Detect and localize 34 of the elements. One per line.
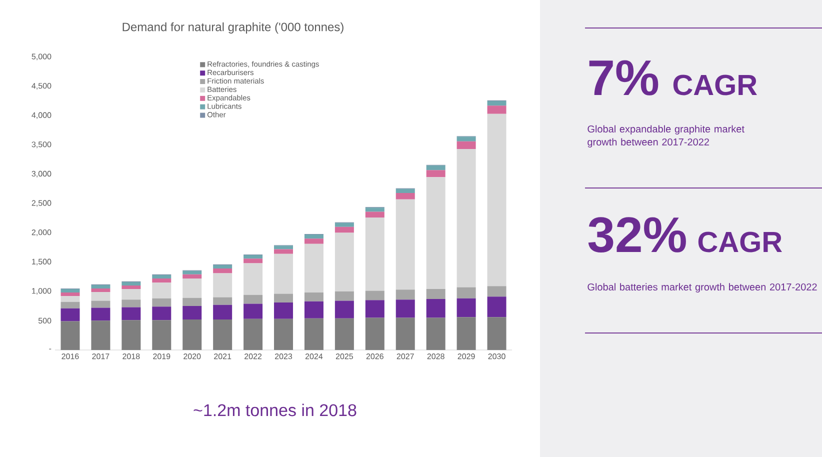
x-tick-label: 2025 (336, 354, 353, 360)
x-tick-label: 2018 (122, 354, 140, 360)
y-tick-label: 5,000 (32, 54, 52, 60)
x-tick-label: 2027 (396, 354, 414, 360)
x-tick-label: 2026 (366, 354, 384, 360)
text: Global expandable graphite market growth between 2017-2022 (588, 125, 744, 148)
y-tick-label: 2,000 (32, 229, 52, 236)
y-tick-label: 1,500 (32, 258, 52, 266)
x-tick-label: 2028 (427, 354, 444, 360)
chart-title: Demand for natural graphite ('000 tonnes) (122, 22, 344, 34)
y-tick-label: 2,500 (32, 200, 52, 207)
y-tick-label: 3,500 (32, 142, 52, 148)
x-tick-label: 2021 (214, 354, 232, 360)
text: 32% (588, 217, 686, 253)
x-tick-label: 2029 (458, 354, 475, 360)
x-tick-label: 2022 (244, 354, 262, 360)
text: CAGR (698, 232, 782, 252)
text: CAGR (673, 74, 757, 96)
x-tick-label: 2016 (62, 354, 79, 360)
y-tick-label: 500 (38, 318, 52, 324)
x-tick-label: 2024 (305, 354, 323, 360)
y-tick-label: 4,500 (32, 82, 52, 90)
x-tick-label: 2020 (184, 354, 201, 360)
text: Global batteries market growth between 2017-2022 (588, 283, 817, 293)
text: 7% (589, 60, 658, 96)
y-tick-label: 4,000 (32, 112, 52, 119)
x-tick-label: 2017 (92, 354, 110, 360)
y-tick-label: - (49, 348, 52, 350)
x-tick-label: 2030 (488, 354, 506, 360)
text: ~1.2m tonnes in 2018 (194, 404, 356, 416)
x-tick-label: 2023 (275, 354, 292, 360)
y-tick-label: 1,000 (32, 288, 52, 295)
x-tick-label: 2019 (153, 354, 170, 360)
y-tick-label: 3,000 (32, 170, 52, 178)
